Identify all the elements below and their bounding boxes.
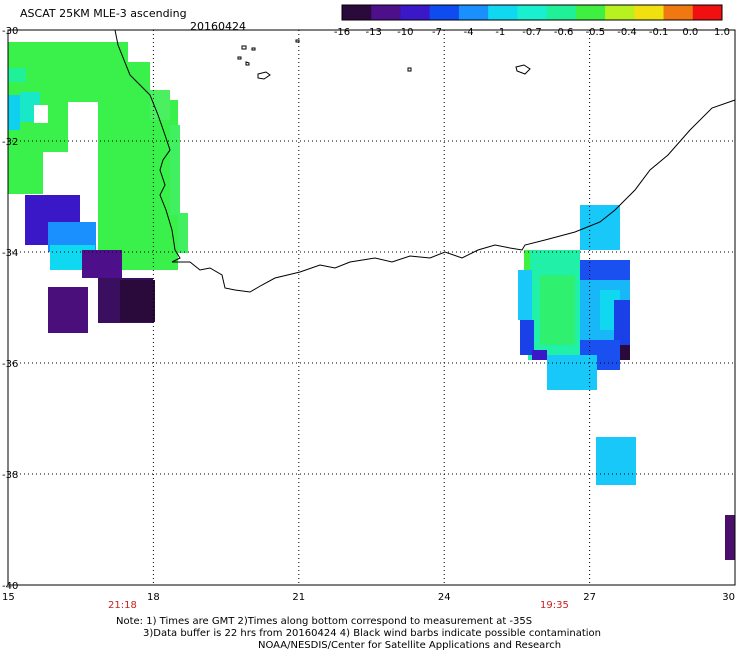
colorbar-swatch: [400, 5, 431, 20]
colorbar-swatch: [663, 5, 694, 20]
swath-pixel-block: [8, 152, 43, 194]
swath-pixel-block: [150, 90, 170, 120]
colorbar-tick-label: -0.5: [586, 27, 606, 38]
lon-label: 21: [292, 592, 305, 603]
lon-label: 30: [722, 592, 735, 603]
swath-pixel-block: [82, 250, 122, 278]
swath-pixel-block: [614, 300, 630, 345]
lon-label: 15: [2, 592, 15, 603]
lon-label: 24: [438, 592, 451, 603]
date-label: 20160424: [190, 20, 246, 33]
colorbar-frame: [341, 4, 723, 21]
colorbar-swatch: [458, 5, 489, 20]
time-label-left: 21:18: [108, 600, 137, 611]
colorbar: -16 -13 -10 -7 -4 -1 -0.7 -0.6 -0.5 -0.4 -0.1 0.0 1.…: [334, 4, 730, 38]
colorbar-swatch: [342, 5, 372, 20]
colorbar-tick-label: -1: [495, 27, 505, 38]
swath-gap: [34, 105, 48, 123]
colorbar-swatch: [575, 5, 606, 20]
swath-pixel-block: [547, 355, 597, 390]
credit-line: NOAA/NESDIS/Center for Satellite Applica…: [258, 640, 561, 650]
longitude-labels: 15 18 21 24 27 30: [2, 592, 735, 603]
swath-pixel-block: [580, 260, 630, 280]
product-title: ASCAT 25KM MLE-3 ascending: [20, 7, 187, 20]
colorbar-tick-label: -7: [432, 27, 442, 38]
swath-pixel-block: [8, 68, 26, 82]
colorbar-tick-label: -0.4: [617, 27, 637, 38]
lat-label: -32: [2, 137, 18, 148]
lon-label: 27: [583, 592, 596, 603]
lon-label: 18: [147, 592, 160, 603]
colorbar-tick-label: -10: [397, 27, 413, 38]
colorbar-swatch: [371, 5, 401, 20]
colorbar-tick-label: 0.0: [682, 27, 698, 38]
swath-pixel-block: [68, 42, 128, 102]
swath-pixel-block: [540, 275, 575, 345]
colorbar-tick-label: -16: [334, 27, 350, 38]
colorbar-swatch: [488, 5, 518, 20]
swath-pixel-block: [596, 437, 636, 485]
swath-east: [518, 205, 735, 560]
lat-label: -36: [2, 359, 18, 370]
swath-pixel-block: [518, 270, 532, 320]
colorbar-swatch: [429, 5, 460, 20]
swath-pixel-block: [520, 320, 534, 355]
note-line-1: Note: 1) Times are GMT 2)Times along bot…: [116, 616, 532, 627]
colorbar-tick-label: -0.7: [522, 27, 542, 38]
colorbar-tick-label: 1.0: [714, 27, 730, 38]
lat-label: -38: [2, 470, 18, 481]
lat-label: -34: [2, 248, 18, 259]
colorbar-swatch: [692, 5, 723, 20]
islands: [237, 39, 531, 80]
coastline: [114, 29, 736, 293]
lat-label: -30: [2, 26, 18, 37]
swath-pixel-block: [170, 125, 180, 215]
colorbar-swatch: [517, 5, 548, 20]
colorbar-tick-label: -0.1: [649, 27, 669, 38]
swath-pixel-block: [120, 280, 155, 322]
swath-pixel-block: [98, 100, 178, 270]
lat-label: -40: [2, 581, 18, 592]
colorbar-tick-label: -13: [365, 27, 381, 38]
colorbar-swatch: [634, 5, 665, 20]
swath-pixel-block: [8, 95, 20, 130]
note-line-2: 3)Data buffer is 22 hrs from 20160424 4)…: [143, 628, 601, 639]
swath-pixel-block: [524, 250, 530, 270]
colorbar-swatch: [605, 5, 635, 20]
swath-pixel-block: [532, 350, 547, 360]
latitude-labels: -30 -32 -34 -36 -38 -40: [2, 26, 18, 592]
colorbar-tick-label: -0.6: [554, 27, 574, 38]
swath-pixel-block: [128, 62, 150, 102]
colorbar-swatch: [546, 5, 577, 20]
swath-pixel-block: [178, 213, 188, 253]
time-label-right: 19:35: [540, 600, 569, 611]
swath-pixel-block: [725, 515, 735, 560]
swath-pixel-block: [48, 287, 88, 333]
colorbar-tick-label: -4: [464, 27, 474, 38]
swath-west: [8, 42, 188, 333]
map-frame: [7, 29, 736, 586]
swath-pixel-block: [620, 345, 630, 360]
grid: [8, 30, 735, 585]
